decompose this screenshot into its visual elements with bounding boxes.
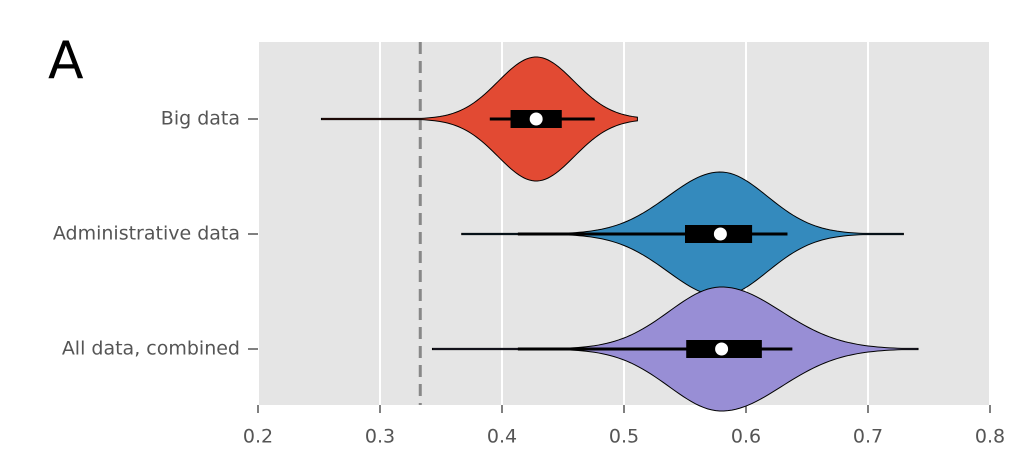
- y-tick-label: Administrative data: [53, 223, 240, 245]
- x-tick-label: 0.4: [487, 426, 517, 448]
- y-tick-label: All data, combined: [62, 338, 240, 360]
- x-tick-label: 0.6: [731, 426, 761, 448]
- x-tick-label: 0.8: [975, 426, 1005, 448]
- x-tick-label: 0.7: [853, 426, 883, 448]
- x-tick-label: 0.3: [365, 426, 395, 448]
- y-tick-label: Big data: [161, 108, 240, 130]
- x-tick-label: 0.5: [609, 426, 639, 448]
- x-tick-label: 0.2: [243, 426, 273, 448]
- violin: [320, 56, 638, 182]
- median: [713, 227, 727, 241]
- median: [529, 112, 543, 126]
- panel-label: A: [48, 31, 84, 91]
- median: [715, 342, 729, 356]
